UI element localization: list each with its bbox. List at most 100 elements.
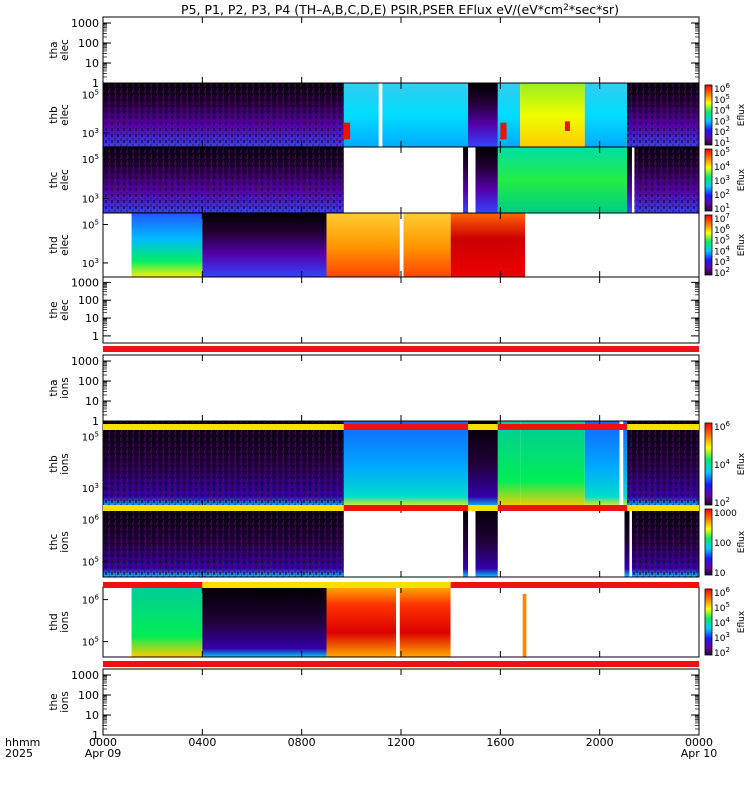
heatmap-block xyxy=(468,421,498,507)
heatmap-block xyxy=(202,213,327,277)
colorbar xyxy=(704,84,713,146)
colorbar-tick-label: 104 xyxy=(714,244,730,257)
heatmap-block xyxy=(525,213,699,277)
heatmap-block xyxy=(626,83,699,147)
colorbar-tick-label: 103 xyxy=(714,114,730,127)
time-tick-label: 1200 xyxy=(387,736,415,749)
colorbar-tick-label: 106 xyxy=(714,420,730,433)
y-tick-label: 105 xyxy=(82,430,99,443)
y-tick-label: 106 xyxy=(82,594,100,607)
panel-frame xyxy=(102,16,700,84)
colorbar-title: Eflux xyxy=(737,530,747,553)
heatmap-block xyxy=(520,421,585,507)
time-tick-label: 0000 xyxy=(89,736,117,749)
y-tick-label: 10 xyxy=(85,57,99,70)
colorbar-tick-label: 105 xyxy=(714,146,730,159)
y-tick-label: 106 xyxy=(82,514,100,527)
y-tick-label: 10 xyxy=(85,395,99,408)
flag-bar-segment xyxy=(626,505,699,511)
time-tick-date: Apr 10 xyxy=(681,747,718,760)
flag-bar-segment xyxy=(103,424,344,430)
panel-ylabel: thcelec xyxy=(48,169,71,191)
flag-bar xyxy=(103,661,699,667)
y-tick-label: 103 xyxy=(82,482,99,495)
panel-ylabel: thdelec xyxy=(48,234,71,256)
panel-tha-elec: thaelec 1 10 100 1000 xyxy=(48,16,700,90)
colorbar xyxy=(704,508,713,576)
colorbar-tick-label: 106 xyxy=(714,223,730,236)
y-tick-label: 1000 xyxy=(71,669,99,682)
flag-bar-segment xyxy=(343,582,451,588)
y-tick-label: 105 xyxy=(82,153,99,166)
panel-ylabel: thbelec xyxy=(48,104,71,126)
panel-ylabel: thaions xyxy=(48,377,71,398)
y-tick-label: 1 xyxy=(92,77,99,90)
y-tick-label: 1000 xyxy=(71,17,99,30)
flag-bar xyxy=(103,582,699,588)
flag-bar-segment xyxy=(468,505,498,511)
panel-frame xyxy=(102,668,700,736)
y-tick-label: 105 xyxy=(82,556,99,569)
flag-bar-segment xyxy=(343,505,469,511)
heatmap-block xyxy=(564,121,570,131)
colorbar-tick-label: 103 xyxy=(714,255,730,268)
flag-bar-segment xyxy=(497,424,627,430)
panel-ylabel: thaelec xyxy=(48,39,71,61)
heatmap-block xyxy=(343,421,469,507)
y-tick-label: 105 xyxy=(82,636,99,649)
heatmap-block xyxy=(475,507,498,577)
flag-bar-segment xyxy=(497,505,627,511)
heatmap-block xyxy=(631,507,699,577)
colorbar-tick-label: 104 xyxy=(714,616,730,629)
colorbar-title: Eflux xyxy=(737,168,747,191)
colorbar xyxy=(704,148,713,212)
figure-title: P5, P1, P2, P3, P4 (TH–A,B,C,D,E) PSIR,P… xyxy=(181,2,619,17)
panel-ylabel: theelec xyxy=(48,299,71,321)
heatmap-block xyxy=(343,507,464,577)
colorbar-title: Eflux xyxy=(737,103,747,126)
flag-bar-segment xyxy=(626,424,699,430)
colorbar-tick-label: 102 xyxy=(714,266,730,279)
flag-bar-segment xyxy=(450,582,699,588)
heatmap-block xyxy=(626,421,699,507)
colorbar-tick-label: 105 xyxy=(714,601,730,614)
y-tick-label: 10 xyxy=(85,709,99,722)
time-tick-label: 0400 xyxy=(188,736,216,749)
colorbar xyxy=(704,422,713,506)
heatmap-block xyxy=(619,421,624,507)
heatmap-block xyxy=(520,83,585,147)
colorbar-tick-label: 101 xyxy=(714,136,730,149)
colorbar-tick-label: 102 xyxy=(714,646,730,659)
flag-bar-segment xyxy=(202,582,344,588)
panel-ylabel: thbions xyxy=(48,453,71,474)
colorbar-tick-label: 102 xyxy=(714,188,730,201)
flag-bar-segment xyxy=(468,424,498,430)
heatmap-block xyxy=(497,507,625,577)
heatmap-block xyxy=(378,83,383,147)
y-tick-label: 105 xyxy=(82,219,99,232)
y-tick-label: 100 xyxy=(78,37,99,50)
colorbar xyxy=(704,214,713,276)
panel-ylabel: thcions xyxy=(48,531,71,552)
heatmap-block xyxy=(343,122,351,140)
y-tick-label: 100 xyxy=(78,375,99,388)
flag-bar-segment xyxy=(103,661,699,667)
panel-ylabel: theions xyxy=(48,691,71,712)
colorbar xyxy=(704,588,713,656)
colorbar-tick-label: 104 xyxy=(714,458,730,471)
heatmap-block xyxy=(584,83,627,147)
heatmap-block xyxy=(475,147,498,213)
y-tick-label: 100 xyxy=(78,294,99,307)
y-tick-label: 105 xyxy=(82,89,99,102)
panel-frame xyxy=(102,276,700,344)
colorbar-tick-label: 106 xyxy=(714,586,730,599)
heatmap-block xyxy=(103,147,344,213)
heatmap-block xyxy=(399,213,404,277)
heatmap-block xyxy=(103,83,344,147)
y-tick-label: 1000 xyxy=(71,355,99,368)
heatmap-block xyxy=(634,147,699,213)
heatmap-block xyxy=(468,83,498,147)
heatmap-block xyxy=(131,587,203,657)
